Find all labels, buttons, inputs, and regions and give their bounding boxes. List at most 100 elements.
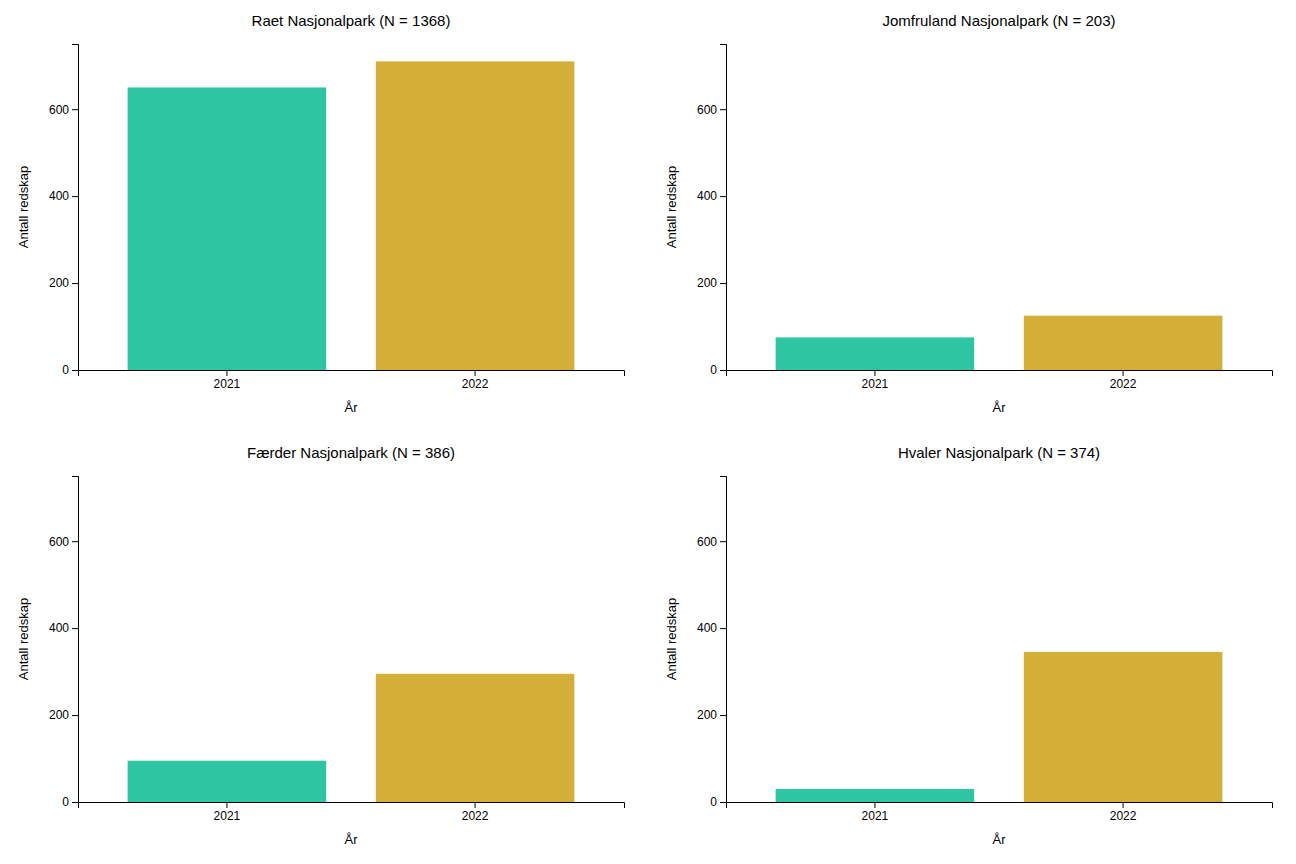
tick-label: 200 <box>697 276 717 290</box>
tick-label: 400 <box>697 621 717 635</box>
tick-mark <box>475 370 476 376</box>
axis-line <box>72 45 79 371</box>
panel: 0 200 400 600 2021 2022 Raet Nasjonalpark (N =… <box>16 12 625 415</box>
tick-mark <box>720 283 726 284</box>
tick-label: 200 <box>697 708 717 722</box>
x-axis-title: År <box>993 400 1007 415</box>
tick-mark <box>72 715 78 716</box>
tick-label: 0 <box>62 363 69 377</box>
x-axis-title: År <box>993 832 1007 847</box>
axis-line <box>727 371 1273 377</box>
y-axis: 0 200 400 600 <box>49 477 79 810</box>
tick-label: 2021 <box>214 809 241 823</box>
tick-mark <box>720 802 726 803</box>
y-tick: 400 <box>697 189 726 203</box>
tick-label: 600 <box>697 535 717 549</box>
bars <box>776 652 1223 802</box>
tick-mark <box>72 196 78 197</box>
bar <box>776 337 975 370</box>
tick-label: 0 <box>710 795 717 809</box>
y-tick: 400 <box>49 621 78 635</box>
y-tick: 200 <box>697 708 726 722</box>
x-tick: 2021 <box>862 802 889 823</box>
tick-label: 2022 <box>462 809 489 823</box>
y-tick: 200 <box>49 708 78 722</box>
tick-mark <box>874 802 875 808</box>
y-axis-title: Antall redskap <box>664 598 679 680</box>
bar <box>376 674 575 802</box>
y-tick: 600 <box>49 535 78 549</box>
bar <box>776 789 975 802</box>
x-axis: 2021 2022 <box>79 802 625 823</box>
tick-mark <box>720 715 726 716</box>
bar <box>376 61 575 370</box>
tick-label: 400 <box>49 189 69 203</box>
axis-line <box>720 477 727 803</box>
tick-mark <box>1123 370 1124 376</box>
y-tick: 200 <box>49 276 78 290</box>
tick-mark <box>874 370 875 376</box>
tick-mark <box>720 109 726 110</box>
chart-svg: 0 200 400 600 2021 2022 Raet Nasjonalpark (N =… <box>0 0 1296 864</box>
y-axis-title: Antall redskap <box>16 166 31 248</box>
bar <box>128 87 327 370</box>
tick-mark <box>720 628 726 629</box>
panel: 0 200 400 600 2021 2022 Jomfruland Nasjonalpar… <box>664 12 1273 415</box>
tick-mark <box>72 541 78 542</box>
x-tick: 2022 <box>1110 370 1137 391</box>
y-tick: 0 <box>710 363 726 377</box>
tick-label: 2021 <box>862 377 889 391</box>
tick-mark <box>475 802 476 808</box>
y-axis: 0 200 400 600 <box>697 45 727 378</box>
tick-mark <box>720 541 726 542</box>
y-axis: 0 200 400 600 <box>697 477 727 810</box>
x-tick: 2021 <box>214 370 241 391</box>
tick-label: 200 <box>49 276 69 290</box>
y-axis: 0 200 400 600 <box>49 45 79 378</box>
tick-mark <box>226 370 227 376</box>
tick-label: 2022 <box>1110 377 1137 391</box>
bar <box>1024 316 1223 370</box>
bars <box>128 674 575 802</box>
tick-label: 0 <box>62 795 69 809</box>
tick-label: 2021 <box>862 809 889 823</box>
x-tick: 2022 <box>1110 802 1137 823</box>
y-tick: 200 <box>697 276 726 290</box>
tick-mark <box>72 370 78 371</box>
axis-line <box>79 803 625 809</box>
tick-mark <box>72 283 78 284</box>
y-tick: 600 <box>697 535 726 549</box>
x-tick: 2022 <box>462 370 489 391</box>
y-tick: 400 <box>697 621 726 635</box>
x-axis: 2021 2022 <box>727 370 1273 391</box>
bars <box>128 61 575 370</box>
tick-label: 400 <box>697 189 717 203</box>
y-tick: 0 <box>710 795 726 809</box>
x-axis: 2021 2022 <box>79 370 625 391</box>
bar <box>128 761 327 802</box>
y-tick: 600 <box>49 103 78 117</box>
tick-mark <box>720 196 726 197</box>
x-tick: 2021 <box>214 802 241 823</box>
y-axis-title: Antall redskap <box>664 166 679 248</box>
title: Jomfruland Nasjonalpark (N = 203) <box>882 12 1115 29</box>
tick-label: 0 <box>710 363 717 377</box>
tick-mark <box>720 370 726 371</box>
panel: 020040060020212022Færder Nasjonalpark (N… <box>16 444 625 847</box>
title: Raet Nasjonalpark (N = 1368) <box>252 12 451 29</box>
x-tick: 2022 <box>462 802 489 823</box>
tick-mark <box>72 109 78 110</box>
y-tick: 400 <box>49 189 78 203</box>
axis-line <box>727 803 1273 809</box>
bars <box>776 316 1223 370</box>
tick-label: 600 <box>697 103 717 117</box>
tick-mark <box>72 802 78 803</box>
bar <box>1024 652 1223 802</box>
tick-label: 200 <box>49 708 69 722</box>
tick-mark <box>1123 802 1124 808</box>
panel: 020040060020212022Hvaler Nasjonalpark (N… <box>664 444 1273 847</box>
y-tick: 600 <box>697 103 726 117</box>
axis-line <box>72 477 79 803</box>
tick-label: 2022 <box>1110 809 1137 823</box>
y-tick: 0 <box>62 795 78 809</box>
